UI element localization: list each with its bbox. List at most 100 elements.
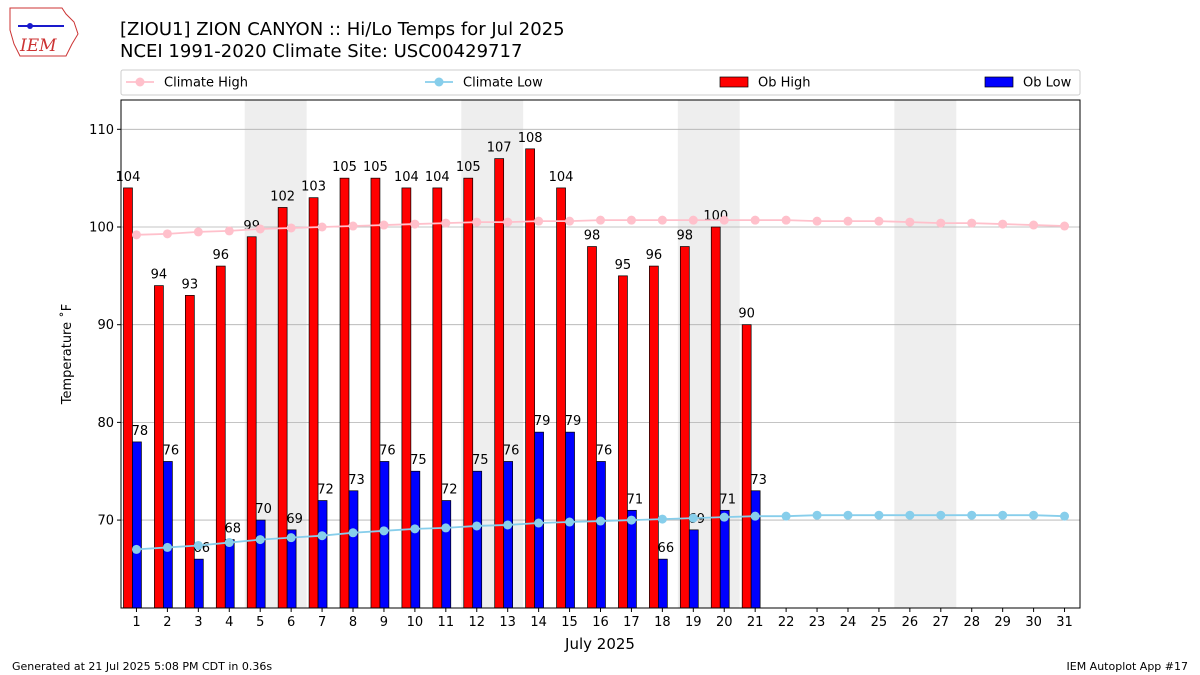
point — [596, 516, 605, 526]
x-tick-label: 13 — [499, 615, 516, 630]
y-tick-label: 100 — [89, 221, 114, 236]
data-label: 73 — [750, 473, 767, 488]
y-tick-label: 110 — [89, 123, 114, 138]
data-label: 104 — [116, 170, 141, 185]
bar — [348, 490, 359, 609]
point — [472, 521, 482, 531]
point — [503, 217, 513, 227]
x-tick-label: 16 — [592, 615, 609, 630]
data-label: 79 — [534, 414, 551, 429]
bar — [184, 295, 195, 609]
data-label: 95 — [615, 258, 632, 273]
legend-label: Climate Low — [463, 76, 543, 91]
point — [843, 510, 853, 520]
point — [286, 533, 296, 543]
x-tick-label: 18 — [654, 615, 671, 630]
data-label: 105 — [456, 160, 481, 175]
point — [781, 215, 791, 225]
x-tick-label: 1 — [132, 615, 140, 630]
point — [874, 510, 884, 520]
bar — [649, 265, 659, 609]
point — [998, 219, 1008, 229]
point — [565, 216, 575, 226]
point — [193, 227, 203, 237]
legend-swatch — [984, 76, 1014, 88]
x-tick-label: 17 — [623, 615, 640, 630]
bar — [432, 187, 443, 609]
point — [1060, 511, 1070, 521]
legend-label: Climate High — [164, 76, 248, 91]
point — [255, 535, 265, 545]
point — [596, 215, 605, 225]
bar — [627, 509, 637, 609]
point — [967, 510, 977, 520]
bar — [308, 197, 319, 609]
data-label: 98 — [584, 229, 601, 244]
data-label: 75 — [472, 453, 489, 468]
x-tick-label: 15 — [561, 615, 578, 630]
point — [719, 215, 729, 225]
data-label: 105 — [332, 160, 357, 175]
point — [1060, 221, 1070, 231]
data-label: 96 — [212, 248, 229, 263]
point — [688, 215, 698, 225]
point — [410, 524, 420, 534]
point — [441, 218, 451, 228]
x-tick-label: 22 — [778, 615, 795, 630]
data-label: 98 — [677, 229, 694, 244]
data-label: 76 — [503, 443, 520, 458]
x-tick-label: 21 — [747, 615, 764, 630]
point — [162, 542, 172, 552]
point — [317, 531, 327, 541]
point — [998, 510, 1008, 520]
point — [967, 218, 977, 228]
bar — [193, 558, 204, 609]
point — [131, 230, 141, 240]
bar — [596, 461, 606, 609]
data-label: 75 — [410, 453, 427, 468]
x-tick-label: 23 — [809, 615, 826, 630]
point — [286, 223, 296, 233]
data-label: 105 — [363, 160, 388, 175]
data-label: 96 — [646, 248, 663, 263]
bar — [441, 500, 452, 609]
bar — [472, 470, 483, 609]
data-label: 102 — [270, 189, 295, 204]
bar — [123, 187, 133, 609]
point — [379, 220, 389, 230]
data-label: 73 — [348, 473, 365, 488]
x-tick-label: 6 — [287, 615, 295, 630]
legend-box — [120, 69, 1081, 96]
bar — [494, 158, 505, 609]
bar — [679, 246, 690, 609]
data-label: 68 — [224, 522, 241, 537]
bar — [556, 187, 566, 609]
data-label: 76 — [163, 443, 180, 458]
data-label: 94 — [151, 268, 168, 283]
point — [688, 513, 698, 523]
footer-left: Generated at 21 Jul 2025 5:08 PM CDT in … — [12, 660, 272, 673]
data-label: 76 — [379, 443, 396, 458]
data-label: 70 — [255, 502, 272, 517]
point — [750, 215, 760, 225]
x-tick-label: 4 — [225, 615, 233, 630]
point — [936, 218, 946, 228]
point — [936, 510, 946, 520]
logo: IEM — [9, 7, 79, 57]
bar — [215, 265, 226, 609]
data-label: 71 — [719, 492, 736, 507]
point — [750, 511, 760, 521]
y-tick-label: 80 — [97, 416, 114, 431]
x-tick-label: 7 — [318, 615, 326, 630]
logo-dot — [27, 23, 33, 29]
bar — [710, 226, 721, 609]
point — [719, 512, 729, 522]
point — [905, 510, 915, 520]
x-tick-label: 20 — [716, 615, 733, 630]
point — [348, 221, 358, 231]
point — [812, 510, 822, 520]
x-tick-label: 3 — [194, 615, 202, 630]
point — [905, 217, 915, 227]
y-tick-label: 90 — [97, 318, 114, 333]
bar — [277, 207, 288, 609]
